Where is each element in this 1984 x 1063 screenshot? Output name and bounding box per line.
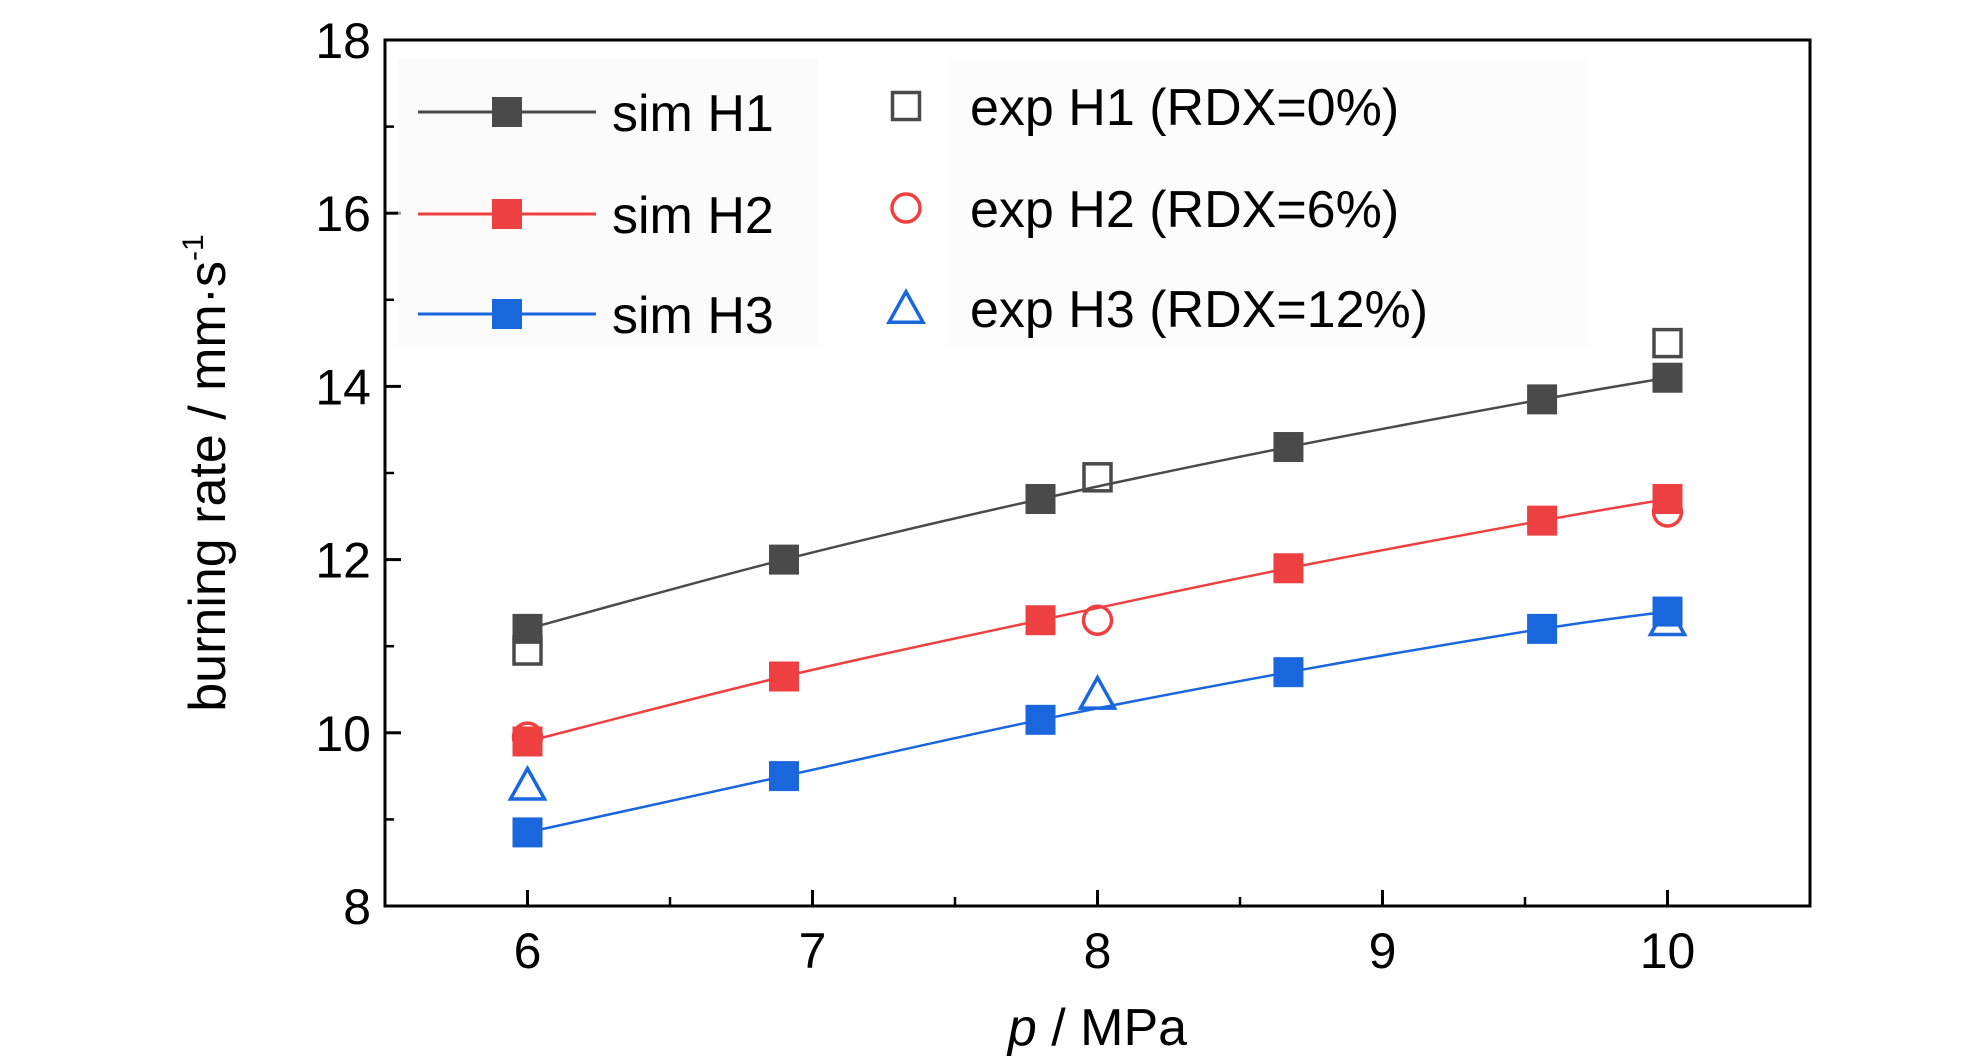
legend-label-sim-1: sim H1: [612, 85, 774, 143]
data-point-series-1: [769, 544, 799, 575]
x-axis-label: p / MPa: [1006, 999, 1187, 1057]
data-point-series-3: [512, 817, 543, 848]
data-point-series-1: [1025, 483, 1056, 514]
legend-marker-sim-2: [492, 199, 522, 229]
data-point-series-2: [1527, 505, 1558, 536]
y-tick-label: 10: [315, 706, 371, 762]
plot-frame: [383, 38, 1812, 908]
y-tick-label: 8: [343, 879, 371, 935]
series-line-3: [527, 610, 1668, 834]
data-point-series-6: [1077, 673, 1118, 710]
legend-label-exp-1: exp H1 (RDX=0%): [970, 79, 1399, 137]
data-point-series-1: [1273, 432, 1304, 463]
legend-label-exp-2: exp H2 (RDX=6%): [970, 181, 1399, 239]
legend-left-bg: [398, 58, 818, 348]
data-point-series-2: [1652, 483, 1683, 514]
y-axis-label: burning rate / mm·s-1: [177, 234, 237, 712]
x-tick-label: 9: [1369, 923, 1397, 979]
x-tick-label: 10: [1640, 923, 1696, 979]
data-point-series-1: [1527, 384, 1558, 415]
data-point-series-1: [1652, 362, 1683, 393]
legend-marker-sim-1: [492, 97, 522, 127]
data-point-series-5: [1081, 604, 1114, 636]
y-tick-label: 14: [315, 359, 371, 415]
series-line-1: [527, 376, 1668, 631]
series-line-2: [527, 497, 1668, 743]
data-point-series-2: [1025, 605, 1056, 636]
y-axis-label-superscript: -1: [177, 234, 210, 261]
legend: sim H1 sim H2 sim H3 exp H1 (RDX=0%) exp H2 …: [398, 58, 1588, 348]
data-point-series-3: [1025, 704, 1056, 735]
data-point-series-3: [1273, 657, 1304, 688]
data-point-series-2: [512, 726, 543, 757]
legend-label-sim-3: sim H3: [612, 287, 774, 345]
legend-marker-exp-2: [890, 192, 922, 224]
y-axis-label-main: burning rate / mm·s: [179, 261, 237, 712]
legend-marker-exp-1: [890, 90, 922, 122]
legend-label-exp-3: exp H3 (RDX=12%): [970, 281, 1428, 339]
data-point-series-3: [1527, 613, 1558, 644]
data-point-series-3: [769, 761, 799, 792]
legend-label-sim-2: sim H2: [612, 187, 774, 245]
data-point-series-2: [769, 661, 799, 692]
y-tick-label: 16: [315, 186, 371, 242]
data-point-series-1: [512, 613, 543, 644]
data-point-series-6: [507, 764, 548, 801]
tick-labels: 6 7 8 9 10 8 10 12 14 16 18: [315, 13, 1695, 979]
series-markers: [507, 327, 1688, 848]
legend-marker-exp-3: [886, 288, 926, 324]
x-axis-label-symbol: p: [1006, 999, 1037, 1057]
x-tick-label: 8: [1084, 923, 1112, 979]
data-point-series-3: [1652, 596, 1683, 627]
data-point-series-2: [1273, 553, 1304, 584]
data-point-series-4: [1652, 327, 1683, 359]
y-tick-label: 18: [315, 13, 371, 69]
legend-marker-sim-3: [492, 299, 522, 329]
x-tick-label: 7: [799, 923, 827, 979]
x-tick-label: 6: [514, 923, 542, 979]
x-axis-label-unit: / MPa: [1037, 999, 1187, 1057]
data-point-series-4: [1082, 462, 1113, 493]
legend-right-bg: [948, 58, 1588, 348]
y-tick-label: 12: [315, 533, 371, 589]
